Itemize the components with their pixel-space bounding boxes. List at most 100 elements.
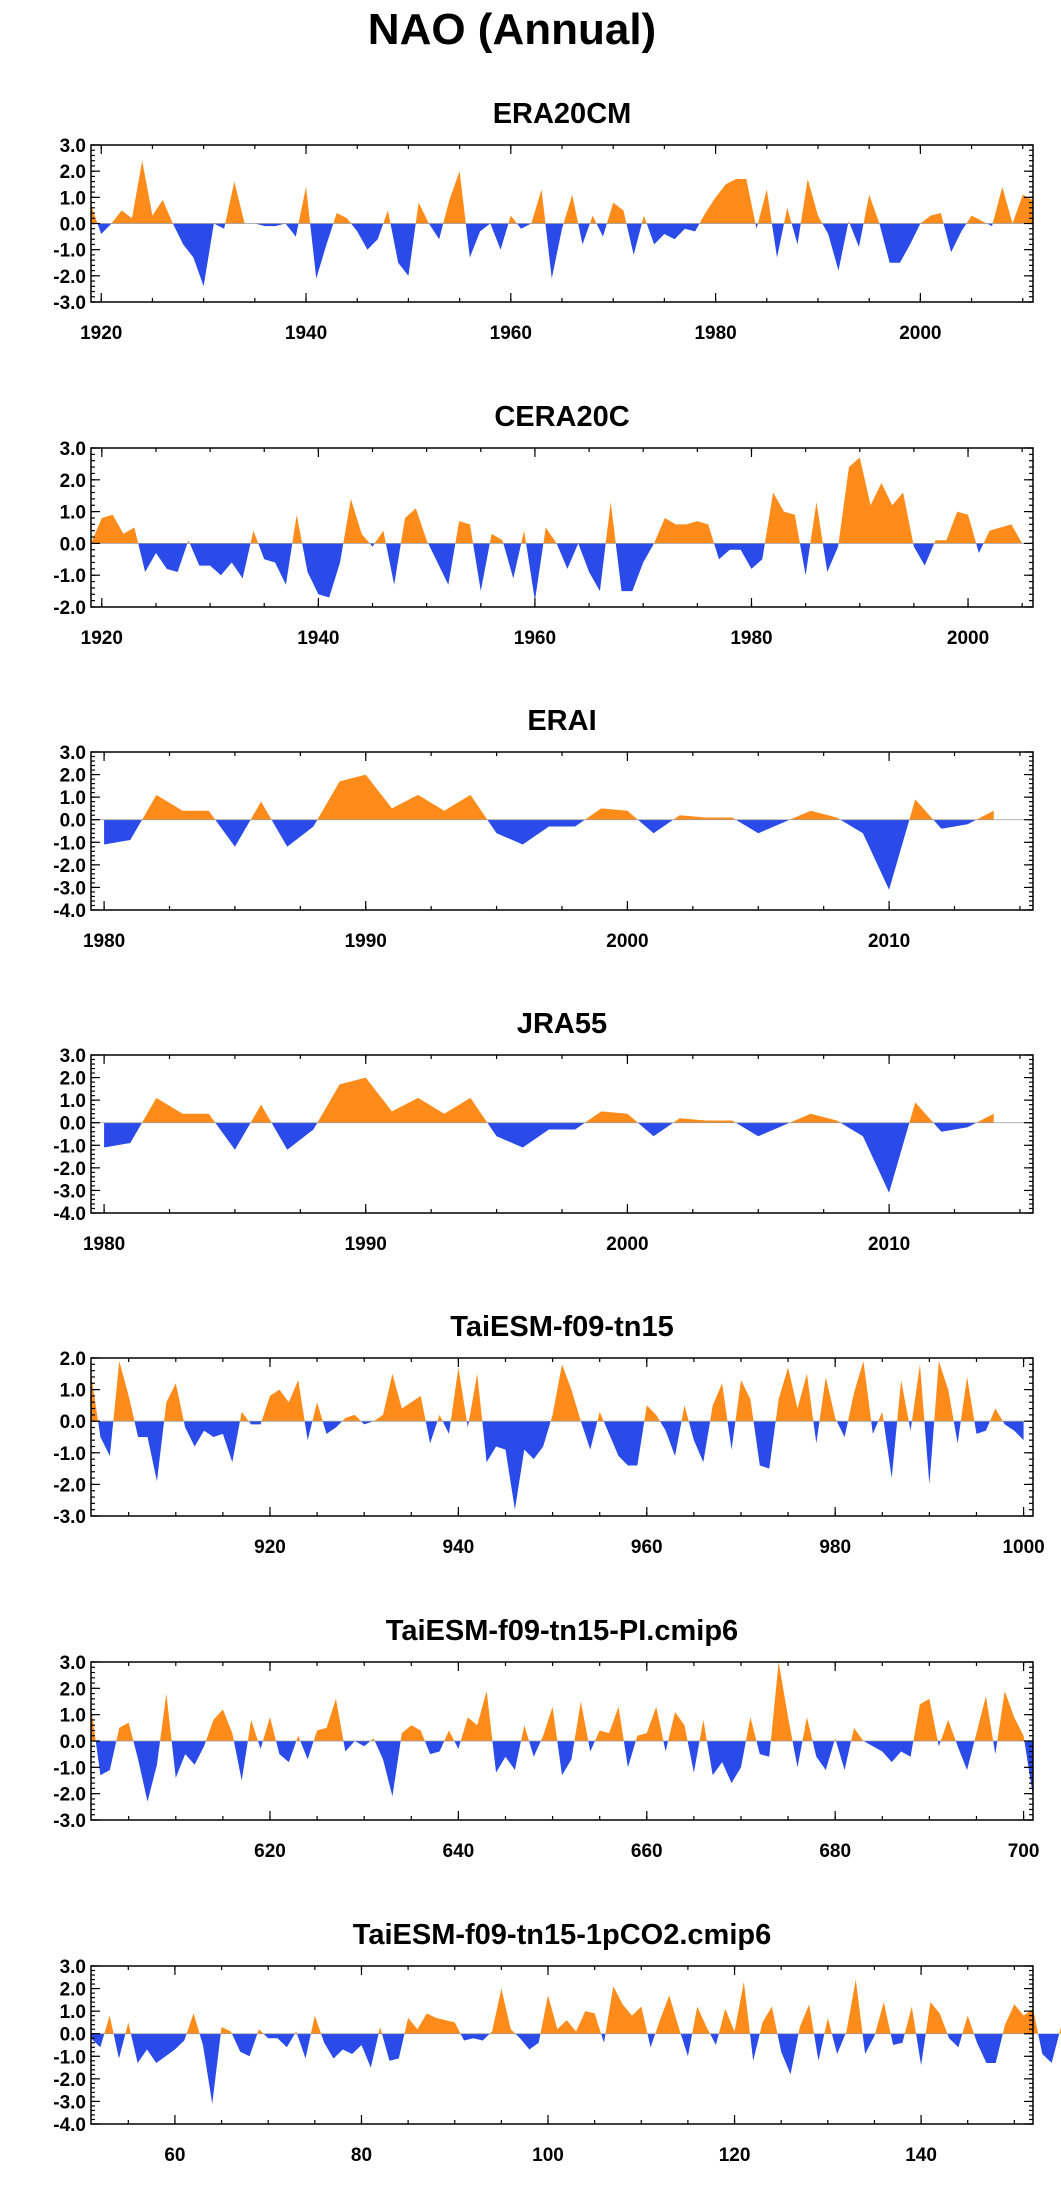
positive-anomaly-area [845,1979,863,2034]
positive-anomaly-area [909,1102,934,1123]
negative-anomaly-area [836,1421,848,1437]
y-tick-label: 1.0 [60,1706,86,1727]
negative-anomaly-area [183,1421,240,1463]
positive-anomaly-area [940,1719,956,1741]
negative-anomaly-area [98,1421,114,1456]
negative-anomaly-area [710,2033,719,2045]
y-tick-label: 3.0 [60,1957,86,1978]
y-tick-label: -1.0 [53,833,86,854]
negative-anomaly-area [735,1122,790,1137]
positive-anomaly-area [784,207,792,224]
negative-anomaly-area [879,223,921,263]
x-tick-label: 620 [254,1841,286,1862]
negative-anomaly-area [322,1421,343,1434]
y-tick-label: 3.0 [60,136,86,157]
negative-anomaly-area [791,223,801,245]
positive-anomaly-area [91,1373,99,1422]
positive-anomaly-area [597,1411,604,1422]
positive-anomaly-area [574,1701,589,1741]
negative-anomaly-area [1038,2033,1060,2064]
positive-anomaly-area [851,1727,864,1741]
negative-anomaly-area [849,223,864,248]
positive-anomaly-area [997,1690,1025,1741]
y-tick-label: -2.0 [53,598,86,619]
positive-anomaly-area [699,179,756,224]
panel-title: TaiESM-f09-tn15-PI.cmip6 [386,1615,738,1647]
series-area [91,457,1023,601]
positive-anomaly-area [313,1698,344,1741]
series-area [91,1361,1024,1510]
negative-anomaly-area [95,1741,117,1776]
y-tick-label: 0.0 [60,811,86,832]
y-tick-label: 0.0 [60,1412,86,1433]
negative-anomaly-area [771,223,785,258]
x-tick-label: 1980 [83,1234,125,1255]
panel-title: JRA55 [517,1008,607,1040]
positive-anomaly-area [654,517,715,544]
y-tick-label: -2.0 [53,1785,86,1806]
panel-6: TaiESM-f09-tn15-PI.cmip6 3.0 2.0 1.0 0.0 -1.0… [53,1615,1039,1862]
negative-anomaly-area [465,223,491,258]
positive-anomaly-area [976,1113,994,1123]
positive-anomaly-area [111,160,173,224]
positive-anomaly-area [966,215,987,224]
negative-anomaly-area [302,543,344,598]
positive-anomaly-area [789,1113,841,1123]
x-tick-label: 1920 [81,628,123,649]
positive-anomaly-area [584,808,638,820]
y-tick-label: 0.0 [60,1114,86,1135]
negative-anomaly-area [424,1741,445,1755]
negative-anomaly-area [831,2033,846,2055]
positive-anomaly-area [116,1722,134,1741]
positive-anomaly-area [673,815,736,820]
positive-anomaly-area [460,1690,493,1741]
negative-anomaly-area [688,1421,711,1463]
negative-anomaly-area [321,2033,379,2068]
negative-anomaly-area [503,543,522,579]
positive-anomaly-area [521,1725,530,1741]
y-tick-label: -3.0 [53,293,86,314]
positive-anomaly-area [370,1738,375,1741]
positive-anomaly-area [312,1402,323,1422]
negative-anomaly-area [626,223,642,255]
positive-anomaly-area [655,1995,681,2034]
positive-anomaly-area [673,1118,736,1123]
negative-anomaly-area [296,2033,311,2059]
positive-anomaly-area [317,774,488,820]
positive-anomaly-area [584,1111,638,1123]
panel-1: ERA20CM 3.0 2.0 1.0 0.0 -1.0 -2.0 -3.0 1920 1940 1… [53,98,1034,344]
positive-anomaly-area [735,1380,754,1422]
y-tick-label: -3.0 [53,2092,86,2113]
negative-anomaly-area [953,1421,961,1444]
panel-5: TaiESM-f09-tn15 2.0 1.0 0.0 -1.0 -2.0 -3.0 920 9… [53,1311,1044,1558]
negative-anomaly-area [300,1741,314,1760]
x-tick-label: 1000 [1002,1537,1044,1558]
negative-anomaly-area [515,2033,541,2050]
x-tick-label: 80 [351,2145,372,2166]
negative-anomaly-area [354,1741,371,1747]
y-tick-label: -3.0 [53,1181,86,1202]
y-tick-label: 1.0 [60,503,86,524]
negative-anomaly-area [487,1122,585,1148]
positive-anomaly-area [681,1405,689,1422]
positive-anomaly-area [250,1104,272,1123]
positive-anomaly-area [540,1995,602,2034]
positive-anomaly-area [764,492,800,544]
series-area [91,1979,1061,2104]
positive-anomaly-area [113,1361,135,1422]
negative-anomaly-area [777,2033,799,2075]
plot-frame [90,1965,1034,2125]
positive-anomaly-area [550,1364,581,1422]
negative-anomaly-area [171,1741,206,1778]
positive-anomaly-area [415,202,429,224]
negative-anomaly-area [863,1741,914,1763]
positive-anomaly-area [897,1380,909,1422]
positive-anomaly-area [668,1712,688,1741]
negative-anomaly-area [755,223,758,229]
positive-anomaly-area [589,215,597,224]
positive-anomaly-area [292,514,303,544]
panel-title: ERA20CM [493,98,632,130]
positive-anomaly-area [848,220,850,224]
negative-anomaly-area [659,1421,682,1456]
